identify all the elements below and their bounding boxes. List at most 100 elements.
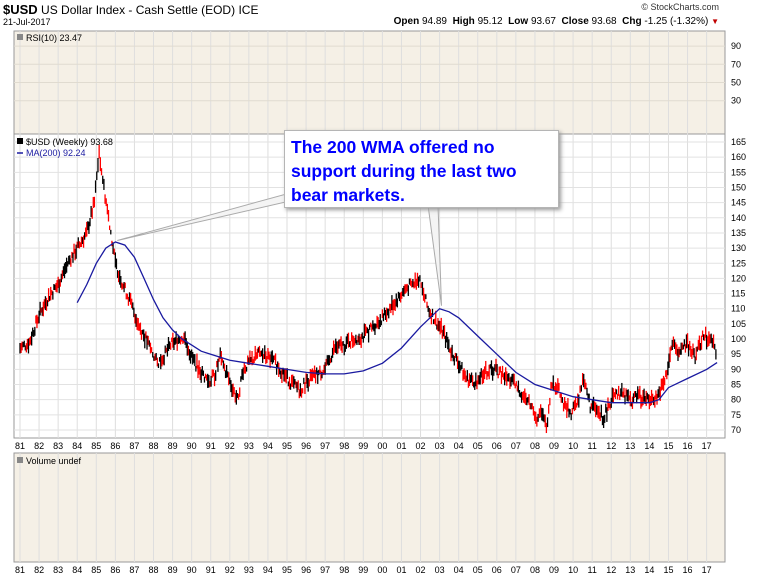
x-tick-label: 97 [320, 441, 330, 451]
x-tick-label: 84 [72, 441, 82, 451]
x-tick-label: 94 [263, 441, 273, 451]
rsi-tick-label: 30 [731, 96, 741, 106]
y-tick-label: 130 [731, 243, 746, 253]
x-tick-label: 11 [587, 441, 596, 451]
x-tick-label: 10 [568, 441, 578, 451]
high-label: High [452, 16, 475, 27]
x-tick-label: 05 [473, 565, 483, 575]
volume-panel [13, 452, 726, 563]
y-tick-label: 145 [731, 198, 746, 208]
x-tick-label: 82 [34, 565, 44, 575]
x-tick-label: 11 [587, 565, 596, 575]
x-tick-label: 87 [129, 565, 139, 575]
x-tick-label: 09 [549, 441, 559, 451]
x-tick-label: 93 [244, 441, 254, 451]
x-tick-label: 13 [625, 441, 635, 451]
x-tick-label: 96 [301, 565, 311, 575]
x-tick-label: 91 [206, 565, 216, 575]
x-tick-label: 86 [110, 565, 120, 575]
y-tick-label: 95 [731, 349, 741, 359]
x-tick-label: 99 [358, 441, 368, 451]
x-tick-label: 91 [206, 441, 216, 451]
y-tick-label: 90 [731, 364, 741, 374]
y-tick-label: 160 [731, 152, 746, 162]
x-tick-label: 01 [396, 441, 406, 451]
volume-legend: Volume undef [26, 456, 82, 466]
high-value: 95.12 [477, 16, 503, 27]
rsi-legend-swatch [17, 34, 23, 40]
y-tick-label: 75 [731, 410, 741, 420]
y-tick-label: 70 [731, 425, 741, 435]
ohlc-readout: Open 94.89 High 95.12 Low 93.67 Close 93… [394, 16, 719, 27]
x-tick-label: 06 [492, 441, 502, 451]
x-tick-label: 09 [549, 565, 559, 575]
chart-title: $USD US Dollar Index - Cash Settle (EOD)… [3, 2, 258, 17]
x-tick-label: 06 [492, 565, 502, 575]
x-tick-label: 14 [644, 565, 654, 575]
x-tick-label: 17 [702, 441, 712, 451]
x-tick-label: 85 [91, 565, 101, 575]
x-tick-label: 13 [625, 565, 635, 575]
x-tick-label: 94 [263, 565, 273, 575]
ma-legend: MA(200) 92.24 [26, 148, 86, 158]
ma200-line [76, 241, 718, 404]
y-tick-label: 120 [731, 273, 746, 283]
chg-label: Chg [622, 16, 642, 27]
exchange: ICE [238, 3, 259, 17]
x-tick-label: 04 [454, 565, 464, 575]
x-tick-label: 03 [435, 441, 445, 451]
chg-value: -1.25 (-1.32%) [644, 16, 709, 27]
x-tick-label: 87 [129, 441, 139, 451]
open-label: Open [393, 16, 420, 27]
x-tick-label: 82 [34, 441, 44, 451]
x-tick-label: 96 [301, 441, 311, 451]
x-tick-label: 02 [416, 565, 426, 575]
x-tick-label: 98 [339, 565, 349, 575]
y-tick-label: 155 [731, 167, 746, 177]
x-tick-label: 83 [53, 565, 63, 575]
y-tick-label: 100 [731, 334, 746, 344]
x-tick-label: 97 [320, 565, 330, 575]
x-tick-label: 00 [377, 565, 387, 575]
x-tick-label: 84 [72, 565, 82, 575]
price-bars [19, 144, 717, 434]
x-tick-label: 92 [225, 565, 235, 575]
annotation-callout: The 200 WMA offered no support during th… [284, 130, 559, 208]
x-tick-label: 03 [435, 565, 445, 575]
stockcharts-credit: © StockCharts.com [641, 2, 719, 12]
y-tick-label: 135 [731, 228, 746, 238]
x-tick-label: 04 [454, 441, 464, 451]
low-label: Low [508, 16, 529, 27]
x-tick-label: 07 [511, 441, 521, 451]
close-label: Close [561, 16, 589, 27]
rsi-tick-label: 90 [731, 41, 741, 51]
callout-line: support during the last two [291, 161, 517, 181]
x-tick-label: 12 [606, 565, 616, 575]
x-tick-label: 12 [606, 441, 616, 451]
x-tick-label: 88 [148, 441, 158, 451]
price-legend-swatch [17, 138, 23, 144]
volume-legend-swatch [17, 457, 23, 463]
y-tick-label: 115 [731, 289, 745, 299]
y-tick-label: 85 [731, 380, 741, 390]
x-tick-label: 90 [187, 565, 197, 575]
y-tick-label: 105 [731, 319, 746, 329]
x-tick-label: 16 [683, 441, 693, 451]
x-tick-label: 86 [110, 441, 120, 451]
price-legend: $USD (Weekly) 93.68 [26, 137, 113, 147]
x-tick-label: 16 [683, 565, 693, 575]
chart-date: 21-Jul-2017 [3, 17, 51, 27]
y-tick-label: 150 [731, 182, 746, 192]
x-tick-label: 88 [148, 565, 158, 575]
x-tick-label: 81 [15, 441, 25, 451]
x-tick-label: 10 [568, 565, 578, 575]
x-tick-label: 02 [416, 441, 426, 451]
rsi-tick-label: 70 [731, 59, 741, 69]
x-tick-label: 95 [282, 565, 292, 575]
symbol: $USD [3, 2, 38, 17]
x-tick-label: 05 [473, 441, 483, 451]
close-value: 93.68 [591, 16, 617, 27]
x-tick-label: 01 [396, 565, 406, 575]
rsi-legend: RSI(10) 23.47 [26, 33, 82, 43]
